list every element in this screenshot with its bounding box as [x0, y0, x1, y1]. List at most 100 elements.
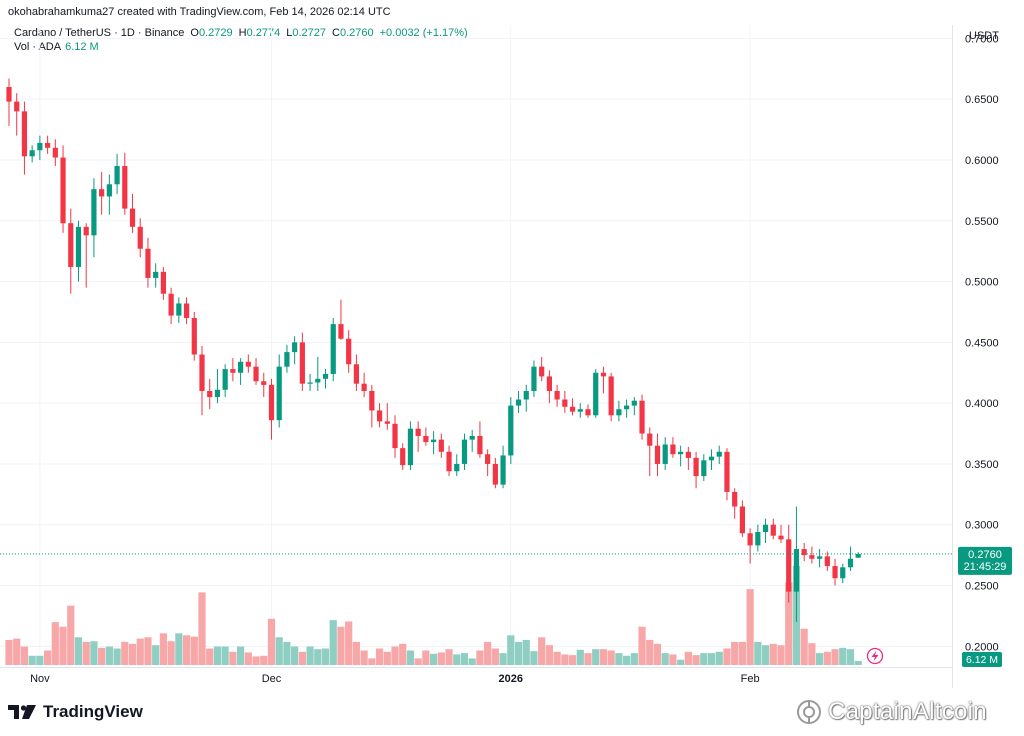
candle-body[interactable]: [299, 342, 305, 384]
candle-body[interactable]: [137, 226, 143, 249]
candle-body[interactable]: [261, 381, 267, 385]
candle-body[interactable]: [315, 378, 321, 383]
candle-body[interactable]: [207, 390, 213, 398]
candle-body[interactable]: [45, 142, 51, 148]
candle-body[interactable]: [106, 184, 112, 197]
candle-body[interactable]: [6, 87, 12, 102]
candle-body[interactable]: [809, 555, 815, 559]
candle-body[interactable]: [469, 435, 475, 440]
candle-body[interactable]: [670, 444, 676, 455]
candle-body[interactable]: [431, 439, 437, 443]
candle-body[interactable]: [268, 384, 275, 421]
candle-body[interactable]: [199, 354, 205, 391]
candle-body[interactable]: [400, 448, 406, 466]
candle-body[interactable]: [531, 366, 537, 391]
candle-body[interactable]: [492, 463, 498, 485]
candle-body[interactable]: [361, 383, 367, 391]
price-chart[interactable]: USDT 0.7000 0.6500 0.6000 0.5500 0.5000 0.450…: [0, 0, 1024, 700]
candle-body[interactable]: [338, 324, 344, 339]
candle-body[interactable]: [384, 421, 390, 424]
candle-body[interactable]: [376, 410, 383, 422]
candle-body[interactable]: [832, 566, 838, 579]
candle-body[interactable]: [624, 405, 630, 410]
candle-body[interactable]: [631, 400, 637, 406]
candle-body[interactable]: [716, 451, 722, 457]
candle-body[interactable]: [230, 369, 236, 373]
candle-body[interactable]: [454, 463, 460, 472]
candle-body[interactable]: [515, 399, 522, 406]
candle-body[interactable]: [485, 454, 491, 464]
candle-body[interactable]: [14, 101, 20, 112]
candle-body[interactable]: [770, 524, 776, 536]
candle-body[interactable]: [292, 342, 298, 353]
candle-body[interactable]: [68, 223, 74, 267]
candle-body[interactable]: [477, 435, 483, 455]
symbol-title[interactable]: Cardano / TetherUS · 1D · Binance: [14, 27, 185, 39]
candle-body[interactable]: [168, 293, 174, 316]
candle-body[interactable]: [191, 318, 197, 355]
candle-body[interactable]: [222, 369, 228, 390]
candle-body[interactable]: [762, 524, 769, 533]
candle-body[interactable]: [693, 457, 699, 477]
candle-body[interactable]: [608, 376, 614, 416]
candle-body[interactable]: [662, 444, 668, 464]
candle-body[interactable]: [183, 303, 190, 319]
candle-body[interactable]: [708, 456, 715, 461]
candle-body[interactable]: [554, 390, 560, 400]
candle-body[interactable]: [276, 366, 282, 421]
candle-body[interactable]: [647, 433, 653, 446]
candle-body[interactable]: [160, 271, 166, 294]
candle-body[interactable]: [840, 567, 846, 579]
candle-body[interactable]: [214, 389, 221, 398]
candle-body[interactable]: [99, 189, 105, 197]
candle-body[interactable]: [438, 439, 444, 452]
candle-body[interactable]: [238, 361, 244, 373]
candle-body[interactable]: [855, 553, 861, 558]
candle-body[interactable]: [593, 372, 599, 416]
candle-body[interactable]: [817, 556, 823, 559]
candle-body[interactable]: [284, 352, 290, 367]
candle-body[interactable]: [129, 208, 136, 227]
candle-body[interactable]: [21, 111, 28, 157]
candle-body[interactable]: [461, 439, 468, 464]
candle-body[interactable]: [369, 390, 375, 411]
candle-body[interactable]: [75, 226, 82, 267]
candle-body[interactable]: [847, 558, 854, 568]
candle-body[interactable]: [446, 451, 452, 472]
candle-body[interactable]: [500, 455, 506, 485]
currency-label[interactable]: USDT: [969, 30, 999, 42]
lightning-icon[interactable]: [866, 647, 884, 665]
candle-body[interactable]: [423, 435, 429, 443]
candle-body[interactable]: [685, 451, 691, 458]
candle-body[interactable]: [176, 303, 182, 316]
candle-body[interactable]: [145, 248, 151, 278]
candle-body[interactable]: [330, 324, 336, 374]
candle-body[interactable]: [546, 376, 552, 391]
candle-body[interactable]: [353, 364, 359, 384]
tradingview-logo[interactable]: TradingView: [8, 702, 143, 722]
candle-body[interactable]: [755, 532, 761, 546]
candle-body[interactable]: [539, 366, 545, 377]
candle-body[interactable]: [245, 361, 251, 367]
candle-body[interactable]: [786, 539, 792, 592]
candle-body[interactable]: [701, 460, 707, 477]
candle-body[interactable]: [577, 409, 583, 412]
candle-body[interactable]: [793, 549, 800, 592]
candle-body[interactable]: [52, 147, 58, 158]
candle-body[interactable]: [824, 556, 830, 567]
candle-body[interactable]: [322, 373, 329, 379]
candle-body[interactable]: [114, 166, 120, 185]
candle-body[interactable]: [29, 150, 35, 157]
candle-body[interactable]: [778, 535, 784, 540]
candle-body[interactable]: [407, 428, 414, 466]
candle-body[interactable]: [346, 338, 352, 365]
candle-body[interactable]: [569, 406, 576, 412]
candle-body[interactable]: [747, 533, 753, 546]
candle-body[interactable]: [801, 549, 807, 556]
candle-body[interactable]: [60, 157, 66, 224]
candle-body[interactable]: [639, 400, 645, 434]
candle-body[interactable]: [415, 428, 421, 436]
candle-body[interactable]: [37, 142, 43, 151]
candle-body[interactable]: [253, 366, 259, 382]
candle-body[interactable]: [392, 423, 398, 449]
